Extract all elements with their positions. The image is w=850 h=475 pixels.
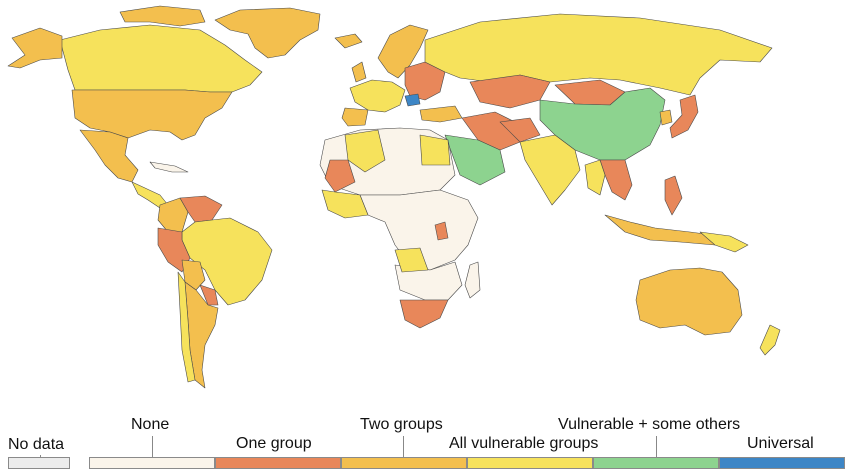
legend-tick-no-data — [40, 455, 41, 457]
region-iberia — [341, 107, 369, 127]
region-indonesia — [604, 214, 721, 246]
region-alaska — [7, 27, 63, 69]
region-canada — [59, 24, 263, 93]
legend-swatch-no-data — [8, 457, 70, 469]
region-western-europe — [349, 79, 406, 113]
legend-swatch-one-group — [215, 457, 341, 469]
region-uk — [351, 61, 367, 83]
region-australia — [635, 267, 743, 336]
legend-swatch-all-vulnerable — [467, 457, 593, 469]
legend-swatch-none — [89, 457, 215, 469]
region-russia — [424, 13, 773, 96]
region-usa — [71, 89, 233, 141]
region-scandinavia — [377, 24, 429, 79]
legend-label-none: None — [131, 416, 170, 433]
region-madagascar — [464, 261, 481, 299]
region-egypt — [419, 134, 451, 166]
region-mauritania — [324, 159, 356, 193]
legend-swatch-two-groups — [341, 457, 467, 469]
legend-swatch-vulnerable-plus — [593, 457, 719, 469]
region-papua — [699, 231, 749, 253]
region-zambia — [394, 247, 429, 273]
region-greenland — [214, 7, 321, 59]
region-cuba — [149, 161, 189, 173]
legend-tick-vulnerable-plus — [656, 436, 657, 457]
region-afghanistan — [499, 117, 541, 143]
region-south-africa — [399, 299, 449, 329]
region-balkans — [404, 93, 421, 107]
legend-label-all-vulnerable: All vulnerable groups — [449, 435, 599, 452]
region-arctic-islands — [119, 5, 206, 27]
legend-swatch-universal — [719, 457, 845, 469]
legend-label-one-group: One group — [236, 435, 312, 452]
region-japan — [669, 94, 699, 139]
region-india — [519, 134, 581, 206]
region-new-zealand — [759, 324, 781, 356]
region-algeria — [344, 129, 386, 173]
legend-label-no-data: No data — [8, 436, 65, 453]
region-iceland — [334, 33, 363, 49]
legend-tick-two-groups — [403, 436, 404, 457]
legend-label-vulnerable-plus: Vulnerable + some others — [558, 416, 741, 433]
region-turkey — [419, 105, 463, 123]
region-west-africa — [321, 189, 369, 219]
legend-label-universal: Universal — [747, 435, 814, 452]
region-east-africa — [434, 221, 449, 241]
region-philippines — [664, 175, 683, 216]
world-map — [7, 5, 781, 389]
region-korea — [659, 109, 673, 126]
region-chile — [177, 271, 196, 383]
legend-label-two-groups: Two groups — [360, 416, 443, 433]
region-paraguay — [199, 284, 219, 306]
region-southeast-asia — [599, 159, 633, 201]
region-central-africa — [359, 189, 479, 271]
region-mexico — [79, 129, 139, 183]
region-saudi-arabia — [444, 134, 506, 186]
legend-tick-none — [152, 436, 153, 457]
region-indochina — [584, 159, 606, 196]
